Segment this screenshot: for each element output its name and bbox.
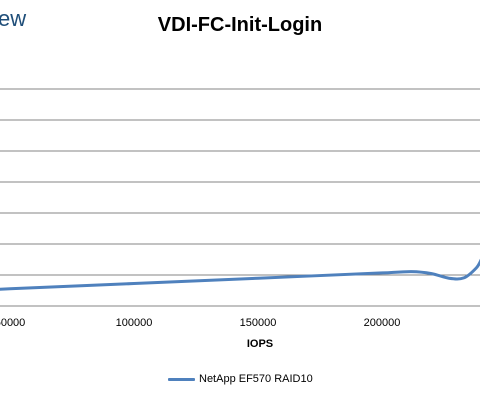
brand-logo-fragment: ew <box>0 6 27 31</box>
x-tick-label: 200000 <box>364 317 401 329</box>
legend: NetApp EF570 RAID10 <box>168 373 313 385</box>
x-tick-labels: 50000 100000 150000 200000 <box>0 317 400 329</box>
x-tick-label: 100000 <box>116 317 153 329</box>
x-tick-label: 150000 <box>240 317 277 329</box>
series-line-netapp-ef570-raid10 <box>0 258 480 291</box>
legend-swatch <box>168 377 195 381</box>
legend-label: NetApp EF570 RAID10 <box>199 373 313 385</box>
chart-title: VDI-FC-Init-Login <box>157 14 323 36</box>
x-tick-label: 50000 <box>0 317 25 329</box>
gridlines <box>0 88 480 276</box>
x-axis-label: IOPS <box>246 338 274 350</box>
